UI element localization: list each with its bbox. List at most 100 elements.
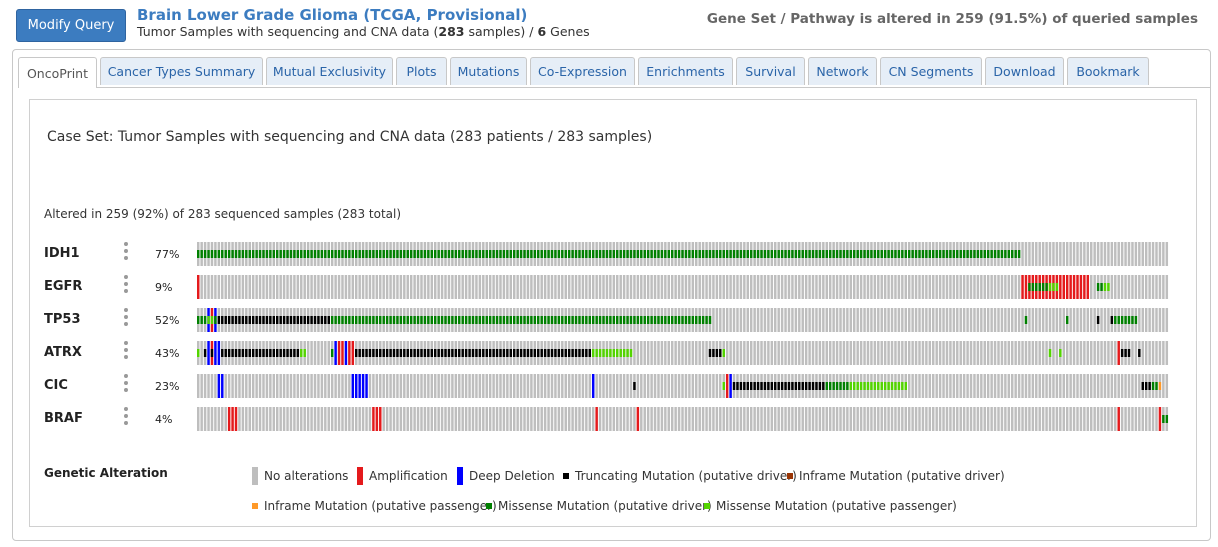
sample-cell[interactable] [1086,308,1090,332]
sample-cell[interactable] [471,374,475,398]
sample-cell[interactable] [379,275,382,299]
tab-plots[interactable]: Plots [396,57,447,85]
sample-cell[interactable] [897,308,901,332]
sample-cell[interactable] [1107,341,1110,365]
sample-cell[interactable] [248,407,251,431]
sample-cell[interactable] [547,275,550,299]
sample-cell[interactable] [636,407,640,431]
sample-cell[interactable] [643,374,646,398]
sample-cell[interactable] [468,407,471,431]
sample-cell[interactable] [1072,275,1076,299]
sample-cell[interactable] [842,275,846,299]
sample-cell[interactable] [1024,341,1028,365]
sample-cell[interactable] [272,275,276,299]
sample-cell[interactable] [901,407,904,431]
sample-cell[interactable] [633,407,636,431]
sample-cell[interactable] [348,341,351,365]
sample-cell[interactable] [1144,341,1148,365]
sample-cell[interactable] [1086,242,1090,266]
sample-cell[interactable] [262,275,265,299]
sample-cell[interactable] [598,407,602,431]
sample-cell[interactable] [1069,341,1072,365]
sample-cell[interactable] [688,341,691,365]
sample-cell[interactable] [815,275,818,299]
gene-menu-icon[interactable] [121,308,131,330]
sample-cell[interactable] [856,308,859,332]
tab-enrichments[interactable]: Enrichments [638,57,733,85]
sample-cell[interactable] [712,374,715,398]
sample-cell[interactable] [365,407,368,431]
sample-cell[interactable] [894,341,897,365]
sample-cell[interactable] [883,275,887,299]
gene-menu-icon[interactable] [121,374,131,396]
sample-cell[interactable] [887,407,890,431]
sample-cell[interactable] [506,407,509,431]
sample-cell[interactable] [324,407,327,431]
sample-cell[interactable] [1055,242,1059,266]
sample-cell[interactable] [983,275,986,299]
sample-cell[interactable] [921,275,925,299]
sample-cell[interactable] [437,374,440,398]
sample-cell[interactable] [1076,308,1079,332]
sample-cell[interactable] [1069,308,1072,332]
sample-cell[interactable] [416,407,420,431]
sample-cell[interactable] [221,275,224,299]
sample-cell[interactable] [327,407,330,431]
sample-cell[interactable] [1062,341,1065,365]
sample-cell[interactable] [602,374,605,398]
sample-cell[interactable] [581,407,585,431]
sample-cell[interactable] [660,407,664,431]
sample-cell[interactable] [447,407,451,431]
sample-cell[interactable] [1148,308,1151,332]
sample-cell[interactable] [1004,407,1007,431]
sample-cell[interactable] [763,407,767,431]
sample-cell[interactable] [901,275,904,299]
sample-cell[interactable] [1021,242,1024,266]
sample-cell[interactable] [629,407,633,431]
sample-cell[interactable] [835,341,839,365]
sample-cell[interactable] [646,374,650,398]
sample-cell[interactable] [1028,308,1031,332]
sample-cell[interactable] [1103,242,1107,266]
sample-cell[interactable] [258,374,262,398]
sample-cell[interactable] [399,407,403,431]
sample-cell[interactable] [935,341,938,365]
sample-cell[interactable] [1000,407,1004,431]
sample-cell[interactable] [1134,341,1138,365]
sample-cell[interactable] [296,407,300,431]
sample-cell[interactable] [811,275,815,299]
sample-cell[interactable] [286,275,289,299]
sample-cell[interactable] [911,407,914,431]
sample-cell[interactable] [406,275,409,299]
sample-cell[interactable] [959,407,962,431]
sample-cell[interactable] [756,407,760,431]
sample-cell[interactable] [636,374,640,398]
sample-cell[interactable] [640,407,643,431]
sample-cell[interactable] [1086,275,1090,299]
sample-cell[interactable] [471,407,475,431]
sample-cell[interactable] [413,275,416,299]
sample-cell[interactable] [272,374,276,398]
sample-cell[interactable] [691,407,695,431]
sample-cell[interactable] [691,275,695,299]
sample-cell[interactable] [925,374,928,398]
sample-cell[interactable] [777,275,780,299]
sample-cell[interactable] [1062,242,1065,266]
sample-cell[interactable] [677,407,681,431]
sample-cell[interactable] [780,407,784,431]
sample-cell[interactable] [1011,308,1014,332]
sample-cell[interactable] [990,407,993,431]
sample-cell[interactable] [207,341,210,365]
sample-cell[interactable] [1076,407,1079,431]
sample-cell[interactable] [537,407,540,431]
sample-cell[interactable] [1114,374,1117,398]
sample-cell[interactable] [605,275,609,299]
sample-cell[interactable] [1151,341,1155,365]
sample-cell[interactable] [258,275,262,299]
sample-cell[interactable] [564,275,567,299]
sample-cell[interactable] [966,275,969,299]
sample-cell[interactable] [581,275,585,299]
sample-cell[interactable] [430,407,434,431]
sample-cell[interactable] [918,308,921,332]
sample-cell[interactable] [767,275,770,299]
